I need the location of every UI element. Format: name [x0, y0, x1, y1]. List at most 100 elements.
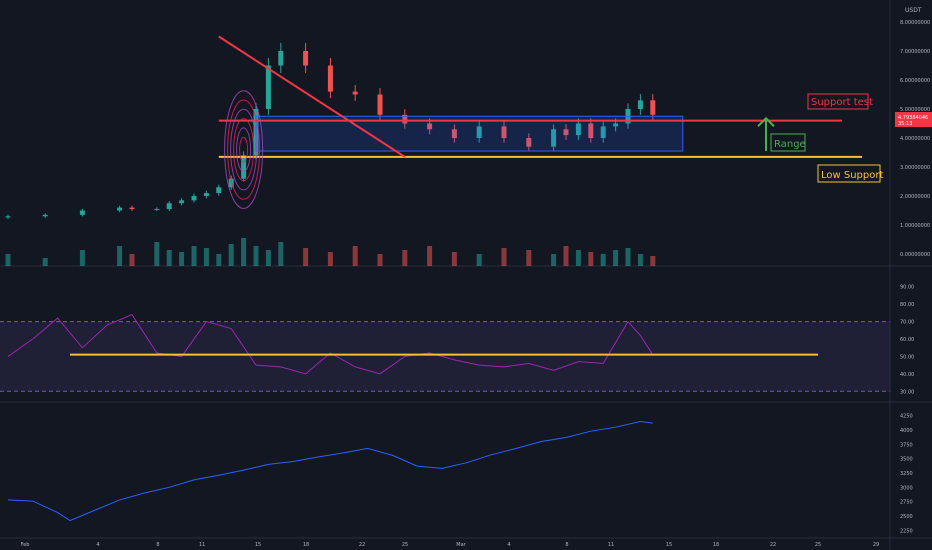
obv-axis-tick-label: 2500: [900, 514, 913, 520]
volume-bar: [79, 250, 85, 266]
volume-bar: [575, 250, 581, 266]
candle-body: [154, 209, 160, 211]
time-axis-tick-label: 29: [873, 542, 879, 548]
low-support-annotation[interactable]: Low Support: [817, 164, 883, 183]
fib-circle: [224, 90, 264, 210]
volume-bar: [402, 250, 408, 266]
obv-pane[interactable]: 4250 4000 3750 3500 3250 3000 2750 2500 2250: [7, 414, 913, 535]
candle-body: [476, 126, 482, 138]
candle-body: [613, 123, 619, 127]
candle-body: [352, 91, 358, 95]
rsi-axis-tick-label: 90.00: [900, 285, 914, 291]
downtrend-line: [218, 35, 406, 158]
time-axis-tick-label: 18: [713, 542, 719, 548]
volume-bar: [241, 238, 247, 266]
rsi-axis-tick-label: 50.00: [900, 354, 914, 360]
time-axis-tick-label: 25: [815, 542, 821, 548]
price-axis-tick-label: 5.00000000: [900, 107, 930, 113]
currency-label: USDT: [905, 7, 922, 14]
candle-body: [5, 216, 11, 218]
candle-body: [551, 129, 557, 147]
volume-bar: [166, 250, 172, 266]
candle-body: [501, 126, 507, 138]
candle-body: [241, 155, 247, 179]
candle-body: [191, 196, 197, 201]
rsi-line: [7, 313, 654, 375]
volume-bar: [377, 254, 383, 266]
rsi-pane[interactable]: 90.00 80.00 70.00 60.00 50.00 40.00 30.00: [0, 285, 932, 403]
rsi-axis-tick-label: 40.00: [900, 372, 914, 378]
fib-circle: [239, 136, 249, 163]
price-pane[interactable]: 8.00000000 7.00000000 6.00000000 5.00000000…: [0, 20, 932, 267]
support-test-annotation[interactable]: Support test: [807, 93, 873, 110]
price-axis-tick-label: 2.00000000: [900, 194, 930, 200]
rsi-axis-tick-label: 80.00: [900, 302, 914, 308]
obv-axis-tick-label: 2750: [900, 500, 913, 506]
volume-bar: [154, 242, 160, 266]
volume-bar: [451, 252, 457, 266]
volume-bar: [129, 254, 135, 266]
time-axis-tick-label: 4: [96, 542, 99, 548]
time-axis-tick-label: Feb: [21, 542, 30, 548]
time-axis-tick-label: 8: [156, 542, 159, 548]
price-tag: 4.79384046 35:13: [895, 112, 932, 127]
price-axis-tick-label: 1.00000000: [900, 223, 930, 229]
candle-body: [451, 129, 457, 138]
candle-body: [637, 100, 643, 109]
volume-bar: [179, 252, 185, 266]
time-axis-tick-label: 18: [303, 542, 309, 548]
obv-axis-tick-label: 3750: [900, 442, 913, 448]
price-axis-tick-label: 7.00000000: [900, 49, 930, 55]
low-support-label: Low Support: [821, 170, 883, 181]
volume-bar: [625, 248, 631, 266]
price-tag-value: 4.79384046: [898, 115, 928, 121]
candle-body: [377, 94, 383, 115]
time-axis-tick-label: 25: [402, 542, 408, 548]
time-axis-tick-label: 15: [666, 542, 672, 548]
price-axis-tick-label: 6.00000000: [900, 78, 930, 84]
candle-body: [228, 178, 234, 188]
candle-body: [203, 193, 209, 196]
range-annotation[interactable]: Range: [770, 133, 806, 152]
candle-body: [303, 51, 309, 66]
candle-body: [179, 200, 185, 204]
volume-bar: [228, 244, 234, 266]
range-box: [770, 133, 806, 152]
obv-axis-tick-label: 4000: [900, 428, 913, 434]
time-axis-tick-label: 22: [770, 542, 776, 548]
candle-body: [563, 129, 569, 136]
volume-bar: [501, 248, 507, 266]
price-tag-box: [895, 112, 932, 127]
obv-axis-tick-label: 2250: [900, 528, 913, 534]
candle-body: [265, 65, 271, 109]
time-axis-tick-label: 8: [565, 542, 568, 548]
time-axis-tick-label: 11: [199, 542, 205, 548]
time-axis-tick-label: 15: [255, 542, 261, 548]
time-axis-tick-label: 4: [507, 542, 510, 548]
candle-body: [216, 187, 222, 194]
volume-bar: [327, 252, 333, 266]
price-tag-countdown: 35:13: [898, 121, 912, 127]
fib-circle: [227, 99, 261, 200]
volume-bar: [216, 254, 222, 266]
candle-body: [117, 207, 123, 211]
volume-bar: [551, 254, 557, 266]
candle-body: [650, 100, 656, 115]
fib-circle: [236, 127, 252, 172]
volume-bar: [265, 250, 271, 266]
volume-bar: [253, 246, 259, 266]
candle-body: [588, 123, 594, 138]
volume-bar: [563, 246, 569, 266]
candle-body: [278, 51, 284, 66]
candle-body: [327, 65, 333, 92]
rsi-axis-tick-label: 30.00: [900, 389, 914, 395]
candle-body: [526, 138, 532, 147]
volume-bar: [303, 248, 309, 266]
obv-axis-tick-label: 3250: [900, 471, 913, 477]
obv-axis-tick-label: 4250: [900, 414, 913, 420]
range-arrow-head: [757, 116, 775, 127]
volume-bar: [42, 258, 48, 266]
price-axis-tick-label: 0.00000000: [900, 252, 930, 258]
